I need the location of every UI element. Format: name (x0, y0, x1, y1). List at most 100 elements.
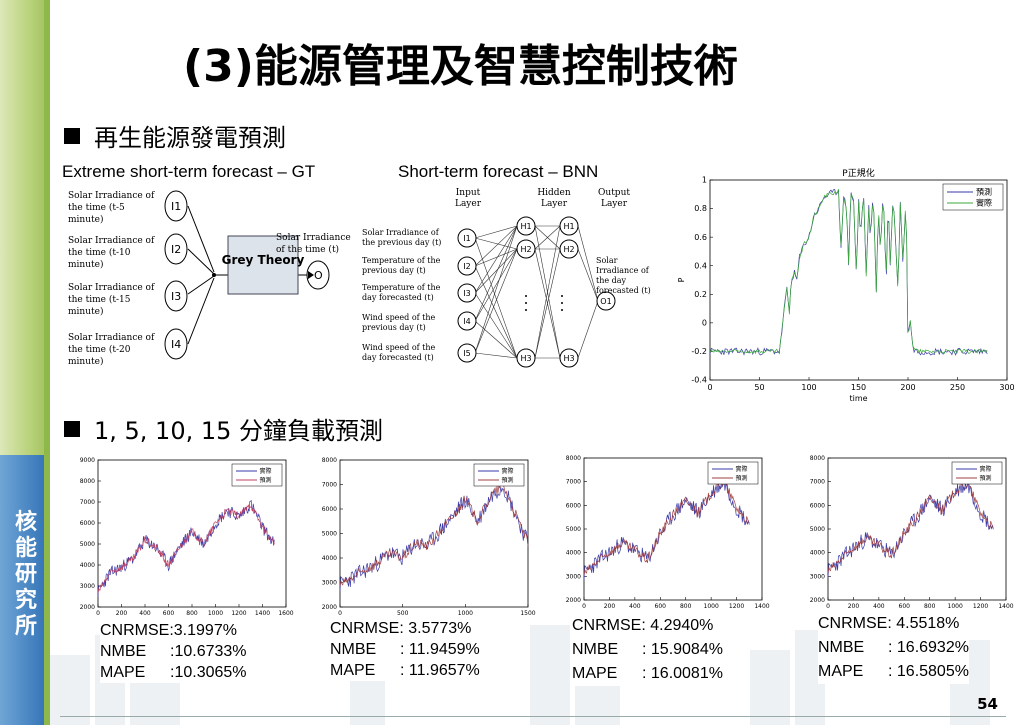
bnn-node-h1a (516, 216, 536, 236)
sidebar-strip (44, 0, 50, 725)
node-i3 (164, 280, 188, 312)
load-chart-5min: 0 500 1000 1500 8000 7000 6000 5000 4000 3000 2000… (322, 457, 536, 617)
metric-mape-label: MAPE (818, 663, 864, 680)
gt-input-2: Solar Irradiance of the time (t-10 minut… (68, 236, 155, 270)
metrics-1: CNRMSE:3.1997% NMBE:10.6733% MAPE:10.306… (100, 620, 247, 683)
y-tick-label: 4000 (810, 550, 825, 557)
x-tick-label: 1200 (231, 610, 246, 617)
legend-label: 實際 (502, 467, 514, 475)
x-tick-label: 1000 (704, 603, 719, 610)
legend (231, 463, 283, 487)
y-tick-label: 3000 (80, 583, 95, 590)
x-tick-label: 200 (116, 610, 128, 617)
gt-input-3: Solar Irradiance of the time (t-15 minut… (68, 283, 155, 317)
y-axis-label: P (677, 277, 686, 282)
grey-theory-diagram: I1 I2 I3 I4 O Grey Theory Solar Irradian… (68, 184, 358, 374)
bnn-i4-label: I4 (463, 317, 470, 326)
bnn-node-h2b (559, 239, 579, 259)
bnn-output: Solar Irradiance of the day forecasted (… (596, 256, 651, 295)
bnn-node-i5 (457, 343, 477, 363)
x-tick-label: 1500 (520, 610, 535, 617)
x-tick-label: 400 (629, 603, 641, 610)
metric-nmbe: : 11.9459% (400, 641, 480, 658)
bnn-node-h3b (559, 348, 579, 368)
y-tick-label: 3000 (322, 580, 337, 587)
bnn-svg: I1 I2 I3 I4 I5 H1 H2 H3 H1 H2 H3 O1 (457, 216, 616, 368)
bnn-input-4: Wind speed of the previous day (t) (362, 313, 436, 332)
x-tick-label: 200 (604, 603, 616, 610)
bnn-node-i2 (457, 256, 477, 276)
y-tick-label: 4000 (566, 550, 581, 557)
bnn-node-h1b (559, 216, 579, 236)
bnn-i2-label: I2 (463, 262, 470, 271)
x-tick-label: 1000 (208, 610, 223, 617)
x-tick-label: 1200 (729, 603, 744, 610)
x-tick-label: 0 (707, 383, 712, 392)
series-line-2 (97, 504, 275, 594)
series-line-1 (339, 487, 529, 592)
y-tick-label: 8000 (810, 455, 825, 462)
footer-line (60, 716, 1006, 717)
y-tick-label: 9000 (80, 457, 95, 464)
section-heading-load-text: 1, 5, 10, 15 分鐘負載預測 (94, 417, 384, 445)
y-tick-label: 7000 (566, 479, 581, 486)
page-title: (3)能源管理及智慧控制技術 (183, 41, 738, 92)
x-tick-label: 1200 (973, 603, 988, 610)
legend (707, 461, 759, 485)
metric-cnrmse: CNRMSE: 4.5518% (818, 615, 960, 632)
legend (473, 463, 525, 487)
x-tick-label: 200 (848, 603, 860, 610)
bnn-h1b-label: H1 (563, 222, 574, 231)
grey-theory-box (227, 235, 299, 295)
metric-nmbe: : 15.9084% (642, 641, 723, 658)
y-tick-label: 8000 (322, 457, 337, 464)
legend-label: 預測 (260, 476, 272, 484)
gt-caption: Extreme short-term forecast – GT (62, 162, 316, 181)
x-tick-label: 150 (851, 383, 866, 392)
sidebar-green-band (0, 0, 50, 455)
legend-label: 實際 (736, 465, 748, 473)
bnn-layer-output: Output Layer (598, 188, 630, 209)
metrics-15: CNRMSE: 4.5518% NMBE: 16.6932% MAPE: 16.… (818, 612, 969, 684)
metrics-5: CNRMSE: 3.5773% NMBE: 11.9459% MAPE: 11.… (330, 618, 480, 681)
metric-nmbe-label: NMBE (818, 639, 865, 656)
bnn-node-i1 (457, 228, 477, 248)
x-axis-label: time (849, 394, 867, 403)
x-tick-label: 1000 (948, 603, 963, 610)
metric-mape: :10.3065% (170, 664, 247, 681)
y-tick-label: 8000 (80, 478, 95, 485)
y-tick-label: 0.8 (694, 204, 707, 213)
y-tick-label: 3000 (566, 573, 581, 580)
node-i1-label: I1 (171, 200, 181, 213)
y-tick-label: 5000 (566, 526, 581, 533)
y-tick-label: 6000 (810, 502, 825, 509)
legend-label: 實際 (980, 465, 992, 473)
legend-label: 預測 (502, 476, 514, 484)
pv-forecast-chart: 0 50 100 150 200 250 300 1 0.8 0.6 0.4 0.2 0 -0.2 -0.4… (677, 167, 1015, 403)
y-tick-label: 5000 (80, 541, 95, 548)
legend-label: 預測 (736, 474, 748, 482)
series-line-2 (339, 481, 529, 587)
bnn-node-i4 (457, 311, 477, 331)
metric-nmbe-label: NMBE (572, 641, 619, 658)
bnn-input-3: Temperature of the day forecasted (t) (362, 283, 441, 302)
y-tick-label: 7000 (810, 479, 825, 486)
metric-nmbe-label: NMBE (100, 643, 147, 660)
y-tick-label: 6000 (566, 502, 581, 509)
x-tick-label: 400 (873, 603, 885, 610)
metric-cnrmse: CNRMSE:3.1997% (100, 622, 237, 639)
bnn-node-h3a (516, 348, 536, 368)
x-tick-label: 800 (924, 603, 936, 610)
y-tick-label: 1 (702, 176, 707, 185)
bnn-input-1: Solar Irradiance of the previous day (t) (362, 228, 442, 247)
y-tick-label: 2000 (810, 597, 825, 604)
y-tick-label: 6000 (322, 506, 337, 513)
bnn-layer-hidden: Hidden Layer (537, 188, 571, 209)
y-tick-label: -0.2 (691, 347, 707, 356)
legend-label: 實際 (260, 467, 272, 475)
metric-mape: : 11.9657% (400, 662, 480, 679)
x-tick-label: 0 (338, 610, 342, 617)
node-i2-label: I2 (171, 243, 181, 256)
x-tick-label: 200 (900, 383, 915, 392)
junction-dot (212, 273, 216, 277)
